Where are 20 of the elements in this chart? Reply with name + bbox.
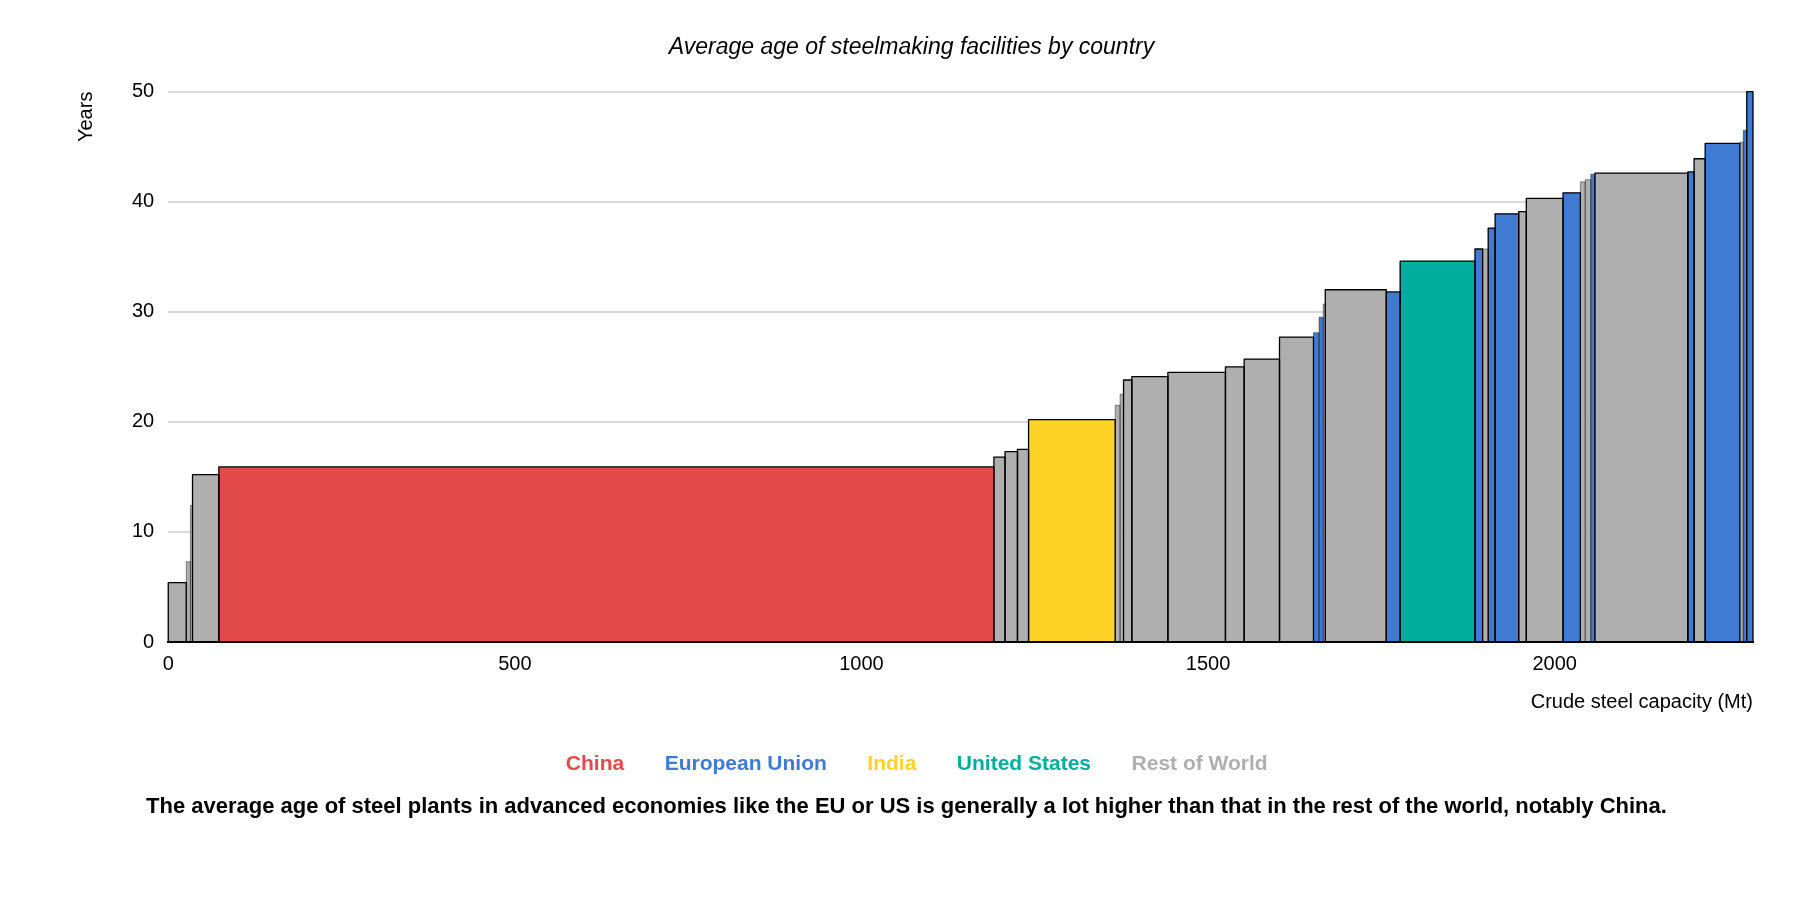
y-axis-title: Years	[73, 91, 96, 143]
x-tick-label: 0	[162, 651, 174, 674]
y-tick-label: 40	[132, 189, 155, 212]
y-tick-label: 30	[132, 299, 155, 322]
y-tick-label: 50	[132, 79, 155, 102]
text: Rest of World	[1131, 751, 1268, 775]
text: India	[867, 751, 917, 775]
text: The average age of steel plants in advanced economies like the EU or US is generally a lot higher than that in the rest of the world, notably China.	[145, 792, 1668, 820]
x-tick-label: 1500	[1185, 651, 1231, 674]
text: European Union	[664, 751, 827, 775]
text: China	[565, 751, 625, 775]
x-tick-label: 500	[498, 651, 532, 674]
y-tick-label: 20	[132, 409, 155, 432]
x-axis-title: Crude steel capacity (Mt)	[1530, 689, 1753, 712]
chart-title: Average age of steelmaking facilities by country	[666, 33, 1156, 60]
text: United States	[956, 751, 1092, 775]
y-tick-label: 0	[143, 629, 155, 652]
y-tick-label: 10	[132, 519, 155, 542]
x-tick-label: 1000	[839, 651, 884, 674]
x-tick-label: 2000	[1532, 651, 1577, 674]
